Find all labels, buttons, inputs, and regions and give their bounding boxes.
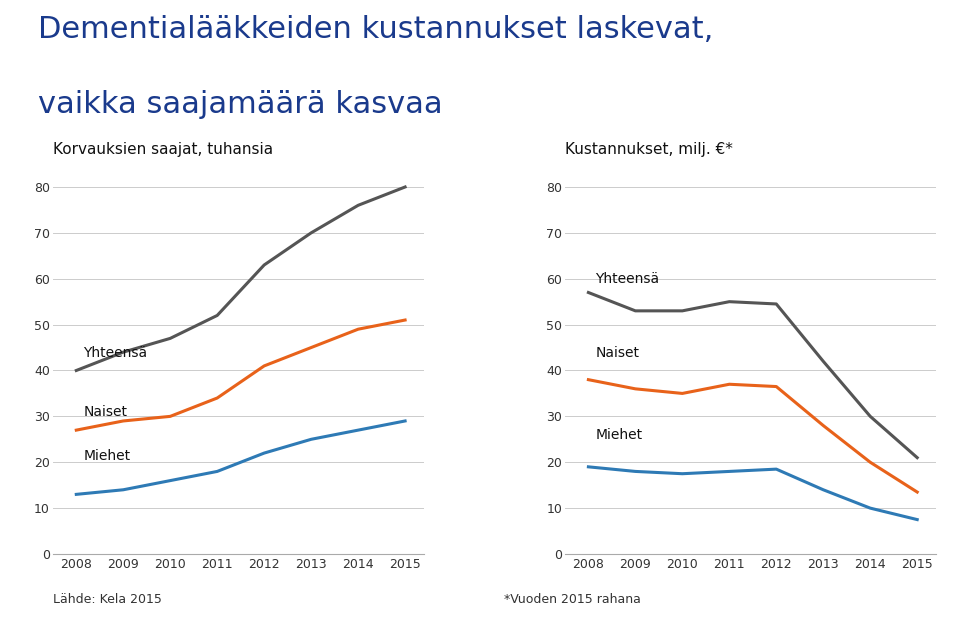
Text: Kustannukset, milj. €*: Kustannukset, milj. €* xyxy=(564,142,732,157)
Text: Miehet: Miehet xyxy=(595,428,642,443)
Text: Yhteensä: Yhteensä xyxy=(595,272,660,287)
Text: Yhteensä: Yhteensä xyxy=(84,346,148,360)
Text: Naiset: Naiset xyxy=(84,405,128,419)
Text: Dementialääkkeiden kustannukset laskevat,: Dementialääkkeiden kustannukset laskevat… xyxy=(38,15,714,45)
Text: Naiset: Naiset xyxy=(595,346,639,360)
Text: Miehet: Miehet xyxy=(84,449,131,463)
Text: vaikka saajamäärä kasvaa: vaikka saajamäärä kasvaa xyxy=(38,90,443,119)
Text: Korvauksien saajat, tuhansia: Korvauksien saajat, tuhansia xyxy=(53,142,273,157)
Text: Lähde: Kela 2015: Lähde: Kela 2015 xyxy=(53,593,161,606)
Text: *Vuoden 2015 rahana: *Vuoden 2015 rahana xyxy=(504,593,641,606)
